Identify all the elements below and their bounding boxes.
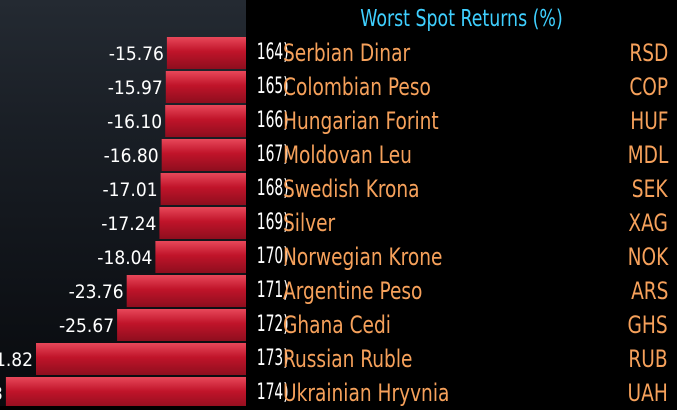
currency-name: Swedish Krona: [283, 175, 420, 203]
rank-label: 167): [256, 142, 289, 167]
bar: [117, 309, 246, 341]
list-panel: [246, 0, 677, 406]
bar-value-label: -16.80: [104, 145, 159, 167]
rank-label: 174): [256, 380, 289, 405]
currency-code: SEK: [632, 175, 668, 203]
list-item: 168) Swedish Krona SEK: [246, 172, 677, 206]
bar-value-label: -41.82: [0, 349, 33, 371]
currency-name: Argentine Peso: [283, 277, 423, 305]
currency-code: RUB: [628, 345, 668, 373]
bar-chart: -15.76 -15.97 -16.10 -16.80 -17.01 -17.24 -18.…: [0, 37, 246, 406]
currency-name: Silver: [283, 209, 336, 237]
list-item: 167) Moldovan Leu MDL: [246, 138, 677, 172]
chart-title: Worst Spot Returns (%): [360, 6, 563, 32]
list-item: 174) Ukrainian Hryvnia UAH: [246, 376, 677, 410]
currency-name: Russian Ruble: [283, 345, 413, 373]
currency-code: ARS: [630, 277, 668, 305]
bar: [155, 241, 246, 273]
rank-label: 173): [256, 346, 289, 371]
currency-name: Norwegian Krone: [283, 243, 443, 271]
currency-code: RSD: [629, 39, 668, 67]
currency-code: NOK: [627, 243, 668, 271]
list-item: 170) Norwegian Krone NOK: [246, 240, 677, 274]
rank-label: 168): [256, 176, 289, 201]
bar-value-label: -15.97: [108, 77, 163, 99]
bar-value-label: -16.10: [107, 111, 162, 133]
bar-value-label: -18.04: [97, 247, 152, 269]
bar-value-label: -17.24: [101, 213, 156, 235]
rank-label: 171): [256, 278, 289, 303]
currency-name: Ghana Cedi: [283, 311, 391, 339]
currency-name: Moldovan Leu: [283, 141, 412, 169]
rank-label: 166): [256, 108, 289, 133]
list-item: 164) Serbian Dinar RSD: [246, 36, 677, 70]
currency-code: GHS: [627, 311, 668, 339]
currency-code: UAH: [627, 379, 668, 407]
bar-value-label: -15.76: [109, 43, 164, 65]
currency-name: Ukrainian Hryvnia: [283, 379, 450, 407]
bar: [36, 343, 246, 375]
rank-label: 165): [256, 74, 289, 99]
rank-label: 172): [256, 312, 289, 337]
bar: [159, 207, 246, 239]
list-item: 171) Argentine Peso ARS: [246, 274, 677, 308]
bar: [166, 37, 246, 69]
list-item: 166) Hungarian Forint HUF: [246, 104, 677, 138]
currency-code: HUF: [629, 107, 668, 135]
currency-code: XAG: [628, 209, 668, 237]
bar: [165, 105, 246, 137]
list-item: 173) Russian Ruble RUB: [246, 342, 677, 376]
bar: [126, 275, 246, 307]
bar-value-label: -25.67: [59, 315, 114, 337]
list-item: 169) Silver XAG: [246, 206, 677, 240]
rank-label: 170): [256, 244, 289, 269]
bar: [165, 71, 246, 103]
list-item: 165) Colombian Peso COP: [246, 70, 677, 104]
currency-code: COP: [629, 73, 668, 101]
bar: [5, 377, 246, 406]
bar: [161, 139, 246, 171]
currency-name: Serbian Dinar: [283, 39, 411, 67]
bar-value-label: -47.83: [0, 383, 3, 405]
currency-name: Hungarian Forint: [283, 107, 439, 135]
rank-label: 164): [256, 40, 289, 65]
bar-value-label: -17.01: [103, 179, 158, 201]
currency-code: MDL: [627, 141, 668, 169]
currency-name: Colombian Peso: [283, 73, 431, 101]
list-item: 172) Ghana Cedi GHS: [246, 308, 677, 342]
rank-label: 169): [256, 210, 289, 235]
bar: [160, 173, 246, 205]
bar-value-label: -23.76: [69, 281, 124, 303]
